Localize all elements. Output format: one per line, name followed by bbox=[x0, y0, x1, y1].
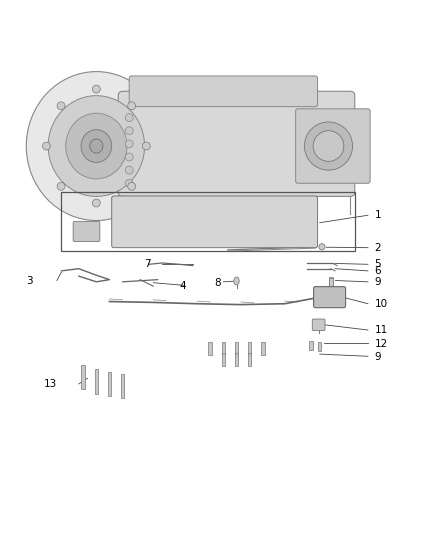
FancyBboxPatch shape bbox=[129, 76, 318, 107]
Bar bbox=[208, 342, 212, 355]
FancyBboxPatch shape bbox=[312, 319, 325, 330]
Bar bbox=[61, 192, 355, 251]
Bar bbox=[248, 353, 251, 366]
Text: 4: 4 bbox=[180, 281, 186, 291]
Bar bbox=[222, 342, 225, 355]
Bar bbox=[121, 374, 124, 398]
Ellipse shape bbox=[125, 140, 133, 148]
Ellipse shape bbox=[313, 131, 344, 161]
Text: 9: 9 bbox=[374, 277, 381, 287]
Ellipse shape bbox=[304, 122, 353, 170]
Text: 8: 8 bbox=[215, 278, 221, 288]
Bar bbox=[81, 365, 85, 389]
Bar bbox=[328, 278, 333, 288]
Ellipse shape bbox=[26, 71, 166, 221]
Bar bbox=[248, 342, 251, 355]
Text: 10: 10 bbox=[374, 299, 388, 309]
Ellipse shape bbox=[125, 179, 133, 187]
Text: 13: 13 bbox=[44, 379, 57, 389]
Ellipse shape bbox=[42, 142, 50, 150]
Ellipse shape bbox=[57, 182, 65, 190]
Ellipse shape bbox=[57, 102, 65, 110]
Ellipse shape bbox=[128, 102, 136, 110]
FancyBboxPatch shape bbox=[73, 221, 100, 241]
Text: 12: 12 bbox=[374, 338, 388, 349]
Ellipse shape bbox=[128, 182, 136, 190]
Bar bbox=[328, 278, 333, 289]
Ellipse shape bbox=[125, 166, 133, 174]
Text: 11: 11 bbox=[374, 325, 388, 335]
Text: 9: 9 bbox=[374, 352, 381, 362]
Ellipse shape bbox=[125, 114, 133, 122]
Bar bbox=[318, 342, 321, 351]
Bar bbox=[108, 372, 111, 395]
Ellipse shape bbox=[125, 153, 133, 161]
Ellipse shape bbox=[48, 96, 145, 197]
Text: 3: 3 bbox=[26, 276, 33, 286]
Ellipse shape bbox=[66, 113, 127, 179]
Ellipse shape bbox=[81, 130, 112, 163]
Ellipse shape bbox=[142, 142, 150, 150]
Bar bbox=[95, 369, 98, 393]
Text: 6: 6 bbox=[374, 266, 381, 276]
Ellipse shape bbox=[90, 139, 103, 153]
Ellipse shape bbox=[125, 127, 133, 135]
Ellipse shape bbox=[92, 85, 100, 93]
Text: 1: 1 bbox=[374, 210, 381, 220]
Bar bbox=[235, 342, 238, 355]
Text: 5: 5 bbox=[374, 259, 381, 269]
Bar bbox=[222, 353, 225, 366]
Bar bbox=[309, 341, 313, 350]
Ellipse shape bbox=[92, 199, 100, 207]
Bar bbox=[261, 342, 265, 355]
Text: 7: 7 bbox=[145, 260, 151, 269]
FancyBboxPatch shape bbox=[296, 109, 370, 183]
Ellipse shape bbox=[234, 277, 239, 285]
Ellipse shape bbox=[319, 244, 325, 250]
FancyBboxPatch shape bbox=[112, 196, 318, 248]
Bar bbox=[235, 353, 238, 366]
FancyBboxPatch shape bbox=[118, 91, 355, 197]
FancyBboxPatch shape bbox=[314, 287, 346, 308]
Text: 2: 2 bbox=[374, 243, 381, 253]
